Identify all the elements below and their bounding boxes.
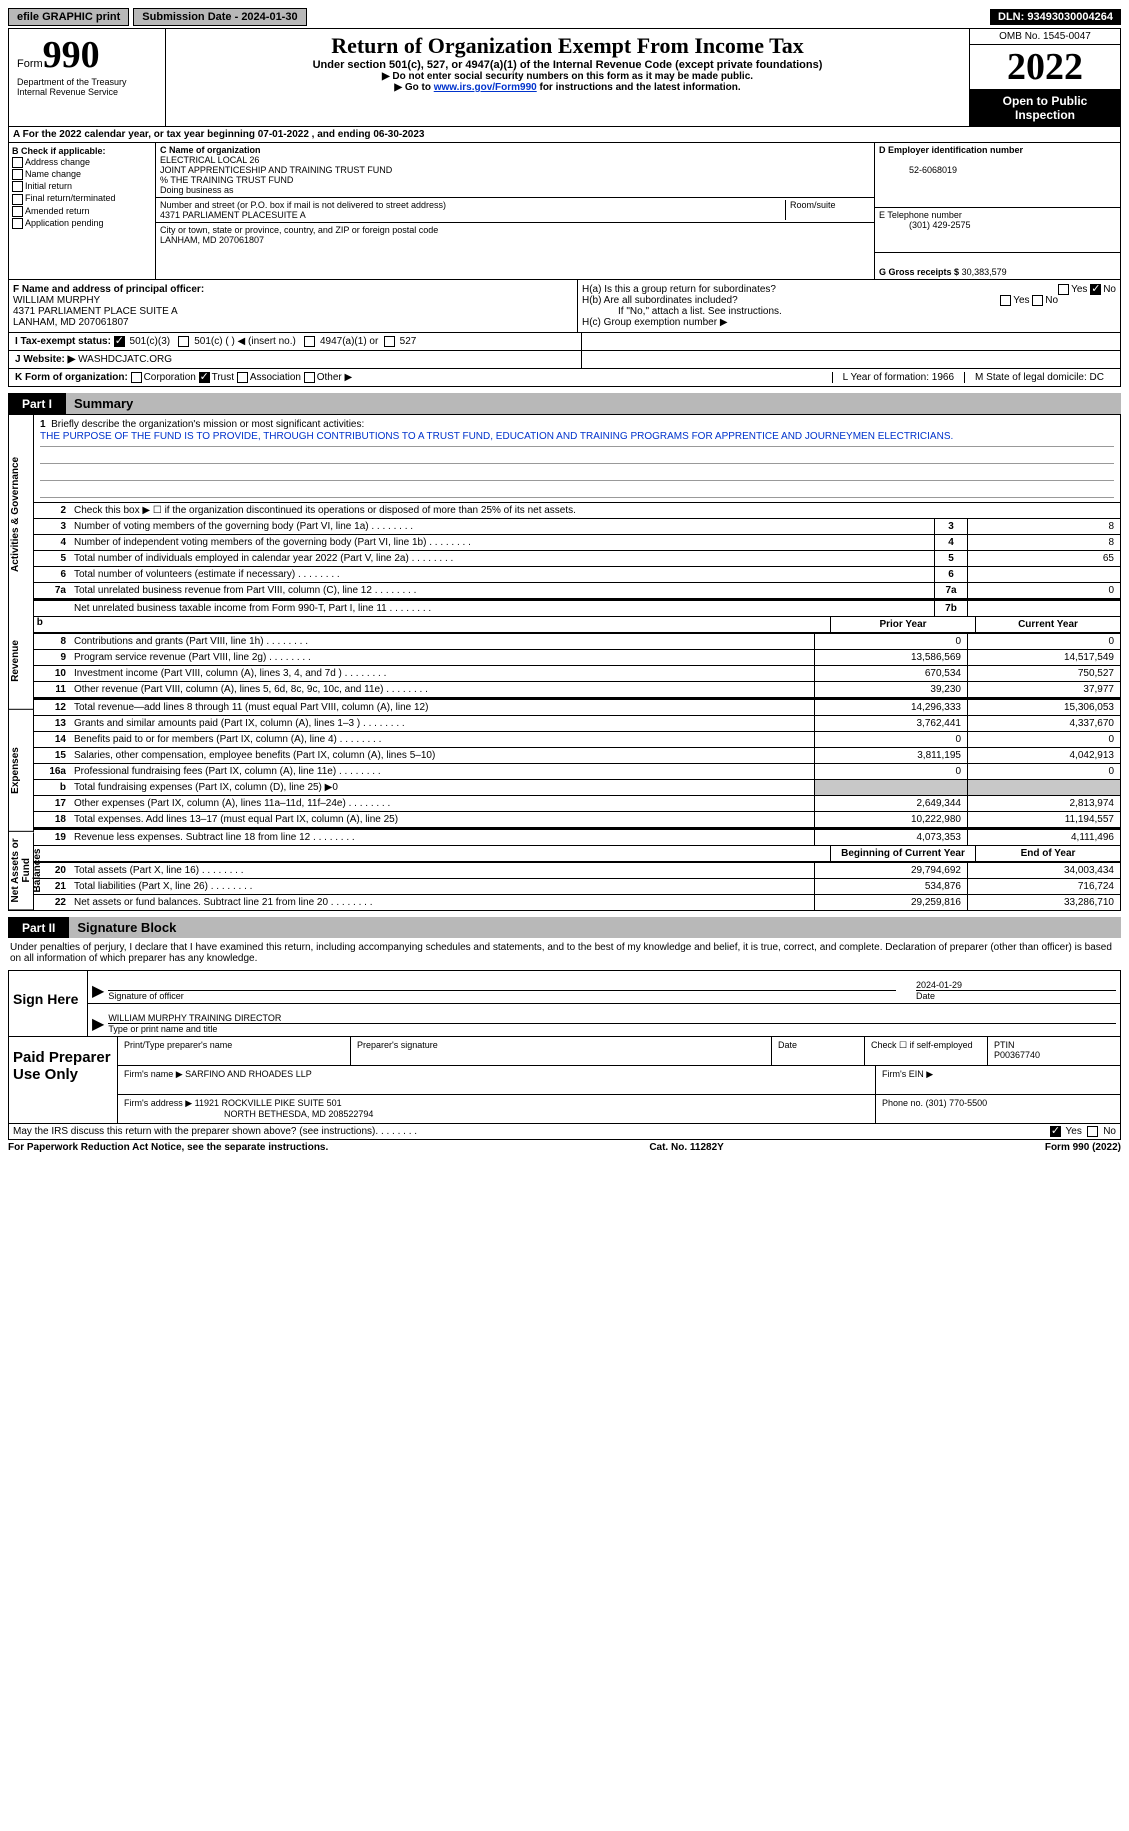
paid-preparer-label: Paid Preparer Use Only — [9, 1037, 118, 1123]
mission-text: THE PURPOSE OF THE FUND IS TO PROVIDE, T… — [40, 430, 1114, 447]
submission-button[interactable]: Submission Date - 2024-01-30 — [133, 8, 306, 26]
line2-text: Check this box ▶ ☐ if the organization d… — [70, 503, 1120, 518]
hb-label: H(b) Are all subordinates included? — [582, 295, 738, 306]
gross-value: 30,383,579 — [962, 267, 1007, 277]
city-value: LANHAM, MD 207061807 — [160, 235, 870, 245]
irs-link[interactable]: www.irs.gov/Form990 — [434, 82, 537, 93]
tax-year: 2022 — [970, 45, 1120, 90]
phone-label: E Telephone number — [879, 210, 962, 220]
check-name[interactable]: Name change — [25, 169, 81, 179]
check-amended[interactable]: Amended return — [25, 206, 90, 216]
form-note1: ▶ Do not enter social security numbers o… — [170, 71, 965, 82]
officer-name: WILLIAM MURPHY — [13, 295, 100, 306]
sig-date-label: Date — [916, 990, 1116, 1001]
check-address[interactable]: Address change — [25, 157, 90, 167]
website-value: WASHDCJATC.ORG — [78, 354, 172, 365]
part-i-header: Part I Summary — [8, 393, 1121, 414]
sig-name-value: WILLIAM MURPHY TRAINING DIRECTOR — [108, 1013, 281, 1023]
gross-label: G Gross receipts $ — [879, 267, 959, 277]
top-bar: efile GRAPHIC print Submission Date - 20… — [8, 8, 1121, 26]
firm-phone-label: Phone no. — [882, 1098, 923, 1108]
ptin-value: P00367740 — [994, 1050, 1040, 1060]
hc-label: H(c) Group exemption number ▶ — [582, 317, 1116, 328]
firm-addr-label: Firm's address ▶ — [124, 1098, 192, 1108]
year-formation: L Year of formation: 1966 — [832, 372, 964, 383]
check-pending[interactable]: Application pending — [25, 218, 104, 228]
check-initial[interactable]: Initial return — [25, 181, 72, 191]
vtab-activities: Activities & Governance — [9, 415, 34, 614]
form-footer: Form 990 (2022) — [1045, 1142, 1121, 1153]
omb-number: OMB No. 1545-0047 — [970, 29, 1120, 45]
hb-note: If "No," attach a list. See instructions… — [582, 306, 1116, 317]
prep-name-label: Print/Type preparer's name — [118, 1037, 351, 1065]
check-self-employed[interactable]: Check ☐ if self-employed — [865, 1037, 988, 1065]
section-fh: F Name and address of principal officer:… — [8, 280, 1121, 333]
ein-value: 52-6068019 — [879, 165, 957, 175]
state-domicile: M State of legal domicile: DC — [964, 372, 1114, 383]
firm-phone-value: (301) 770-5500 — [926, 1098, 988, 1108]
ha-label: H(a) Is this a group return for subordin… — [582, 284, 776, 295]
part-ii-header: Part II Signature Block — [8, 917, 1121, 938]
sign-here-block: Sign Here ▶ Signature of officer 2024-01… — [8, 970, 1121, 1037]
check-trust[interactable] — [199, 372, 210, 383]
efile-button[interactable]: efile GRAPHIC print — [8, 8, 129, 26]
sig-officer-label: Signature of officer — [108, 990, 896, 1001]
row-a: A For the 2022 calendar year, or tax yea… — [8, 127, 1121, 143]
line-i-label: I Tax-exempt status: — [15, 336, 111, 347]
firm-name-value: SARFINO AND RHOADES LLP — [185, 1069, 312, 1079]
form-note2: ▶ Go to www.irs.gov/Form990 for instruct… — [170, 82, 965, 93]
check-501c3[interactable] — [114, 336, 125, 347]
form-label: Form990 — [17, 33, 157, 77]
summary-table: Activities & Governance Revenue Expenses… — [8, 414, 1121, 911]
firm-addr1: 11921 ROCKVILLE PIKE SUITE 501 — [195, 1098, 342, 1108]
org-name2: JOINT APPRENTICESHIP AND TRAINING TRUST … — [160, 165, 870, 175]
paid-preparer-block: Paid Preparer Use Only Print/Type prepar… — [8, 1037, 1121, 1124]
paperwork-notice: For Paperwork Reduction Act Notice, see … — [8, 1142, 328, 1153]
org-name3: % THE TRAINING TRUST FUND — [160, 175, 870, 185]
ptin-label: PTIN — [994, 1040, 1015, 1050]
line-k-label: K Form of organization: — [15, 372, 128, 383]
sig-declaration: Under penalties of perjury, I declare th… — [8, 938, 1121, 968]
dept-label: Department of the Treasury Internal Reve… — [17, 77, 157, 97]
vtab-net: Net Assets or Fund Balances — [9, 832, 34, 910]
addr-label: Number and street (or P.O. box if mail i… — [160, 200, 785, 210]
room-label: Room/suite — [785, 200, 870, 220]
cat-no: Cat. No. 11282Y — [649, 1142, 723, 1153]
org-name1: ELECTRICAL LOCAL 26 — [160, 155, 870, 165]
form-title: Return of Organization Exempt From Incom… — [170, 33, 965, 59]
sig-date-value: 2024-01-29 — [916, 980, 962, 990]
addr-value: 4371 PARLIAMENT PLACESUITE A — [160, 210, 785, 220]
firm-ein-label: Firm's EIN ▶ — [876, 1066, 1120, 1094]
col-b-label: B Check if applicable: — [12, 146, 106, 156]
officer-label: F Name and address of principal officer: — [13, 284, 204, 295]
sign-here-label: Sign Here — [9, 971, 88, 1036]
check-yes[interactable] — [1050, 1126, 1061, 1137]
ein-label: D Employer identification number — [879, 145, 1023, 155]
form-header: Form990 Department of the Treasury Inter… — [8, 28, 1121, 127]
dln-badge: DLN: 93493030004264 — [990, 9, 1121, 25]
may-irs-text: May the IRS discuss this return with the… — [13, 1126, 375, 1137]
name-label: C Name of organization — [160, 145, 870, 155]
officer-addr2: LANHAM, MD 207061807 — [13, 317, 129, 328]
firm-addr2: NORTH BETHESDA, MD 208522794 — [124, 1109, 373, 1119]
form-subtitle: Under section 501(c), 527, or 4947(a)(1)… — [170, 59, 965, 71]
prep-sig-label: Preparer's signature — [351, 1037, 772, 1065]
phone-value: (301) 429-2575 — [879, 220, 971, 230]
sig-name-label: Type or print name and title — [108, 1023, 1116, 1034]
dba-label: Doing business as — [160, 185, 870, 195]
vtab-revenue: Revenue — [9, 614, 34, 710]
firm-name-label: Firm's name ▶ — [124, 1069, 183, 1079]
prep-date-label: Date — [772, 1037, 865, 1065]
vtab-expenses: Expenses — [9, 710, 34, 832]
open-inspection: Open to Public Inspection — [970, 90, 1120, 126]
check-final[interactable]: Final return/terminated — [25, 193, 116, 203]
city-label: City or town, state or province, country… — [160, 225, 870, 235]
mission-label: Briefly describe the organization's miss… — [51, 419, 364, 430]
section-bcd: B Check if applicable: Address change Na… — [8, 143, 1121, 280]
officer-addr1: 4371 PARLIAMENT PLACE SUITE A — [13, 306, 178, 317]
line-j-label: J Website: ▶ — [15, 354, 75, 365]
